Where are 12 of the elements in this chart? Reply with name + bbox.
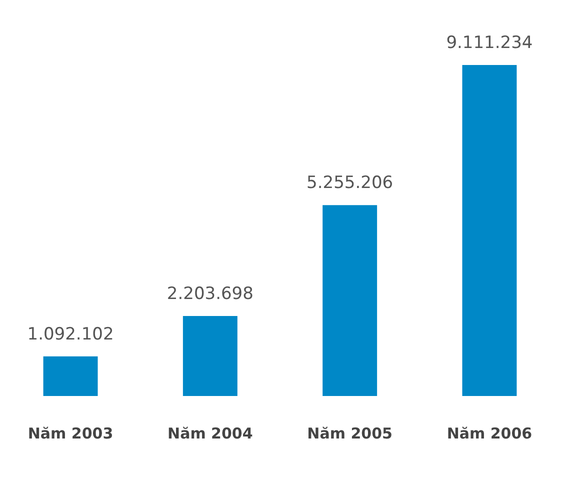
data-label: 5.255.206 xyxy=(306,173,394,194)
data-label: 2.203.698 xyxy=(166,284,254,304)
bar xyxy=(182,316,238,396)
data-label: 1.092.102 xyxy=(27,324,114,344)
bar xyxy=(322,205,378,396)
x-tick-label: Năm 2003 xyxy=(28,424,114,442)
data-label: 9.111.234 xyxy=(446,33,533,53)
x-tick-label: Năm 2005 xyxy=(307,424,392,442)
x-tick-label: Năm 2006 xyxy=(446,424,532,442)
bar xyxy=(43,356,98,396)
x-tick-label: Năm 2004 xyxy=(168,424,253,442)
bar xyxy=(462,65,517,396)
